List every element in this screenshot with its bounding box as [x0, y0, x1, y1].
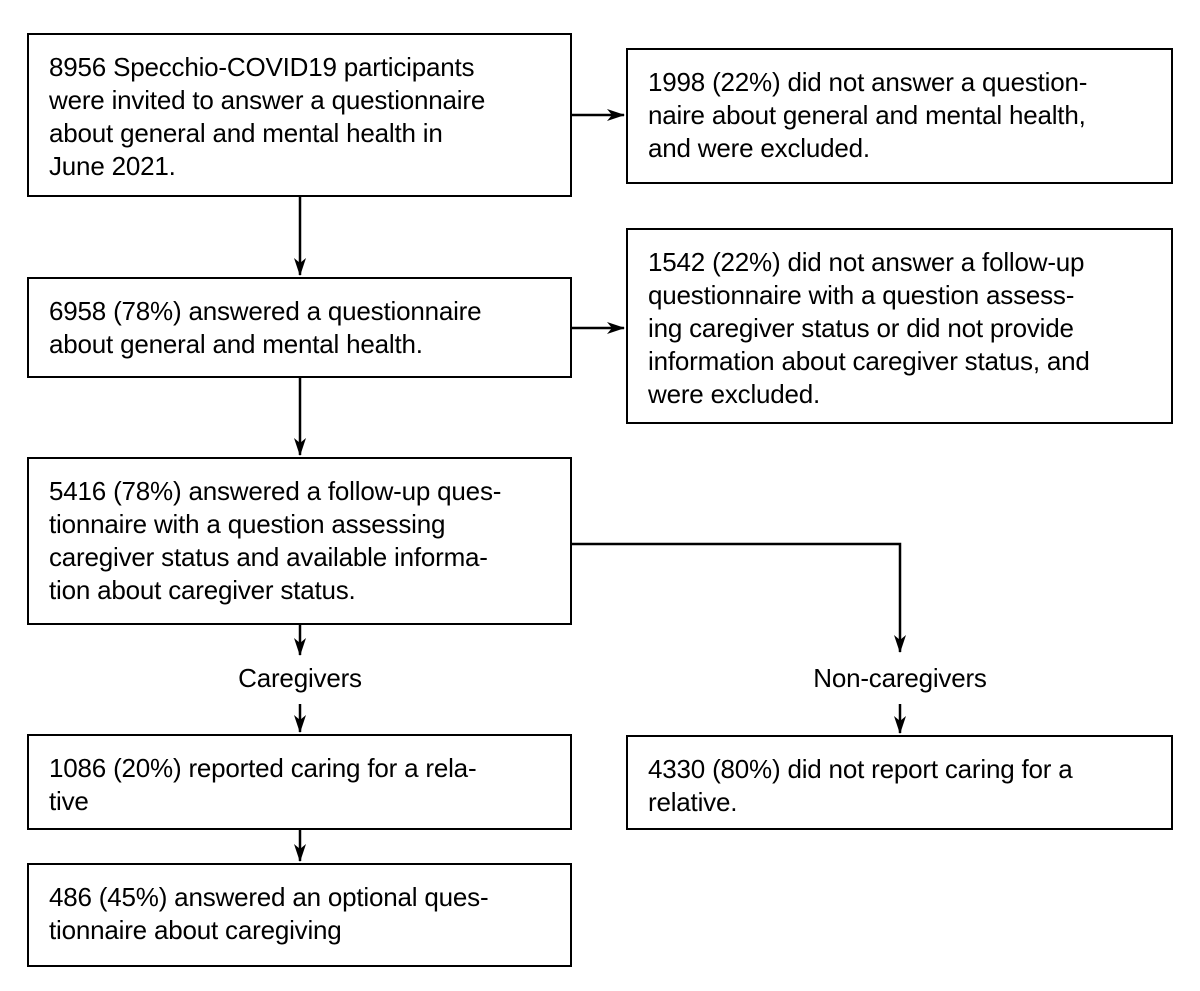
box-excluded-no-followup: 1542 (22%) did not answer a follow-up qu…	[626, 228, 1173, 424]
box-answered-followup: 5416 (78%) answered a follow-up ques- ti…	[27, 457, 572, 625]
box-answered-questionnaire: 6958 (78%) answered a questionnaire abou…	[27, 277, 572, 378]
box-optional-questionnaire: 486 (45%) answered an optional ques- tio…	[27, 863, 572, 967]
box-excluded-no-questionnaire: 1998 (22%) did not answer a question- na…	[626, 48, 1173, 184]
branch-label-caregivers: Caregivers	[238, 663, 362, 693]
arrow-answered-followup-to-non-caregivers-label	[572, 542, 906, 653]
box-non-caregivers-count: 4330 (80%) did not report caring for a r…	[626, 735, 1173, 830]
box-invited-participants: 8956 Specchio-COVID19 participants were …	[27, 33, 572, 197]
branch-label-non-caregivers: Non-caregivers	[813, 663, 987, 693]
box-caregivers-count: 1086 (20%) reported caring for a rela- t…	[27, 734, 572, 830]
